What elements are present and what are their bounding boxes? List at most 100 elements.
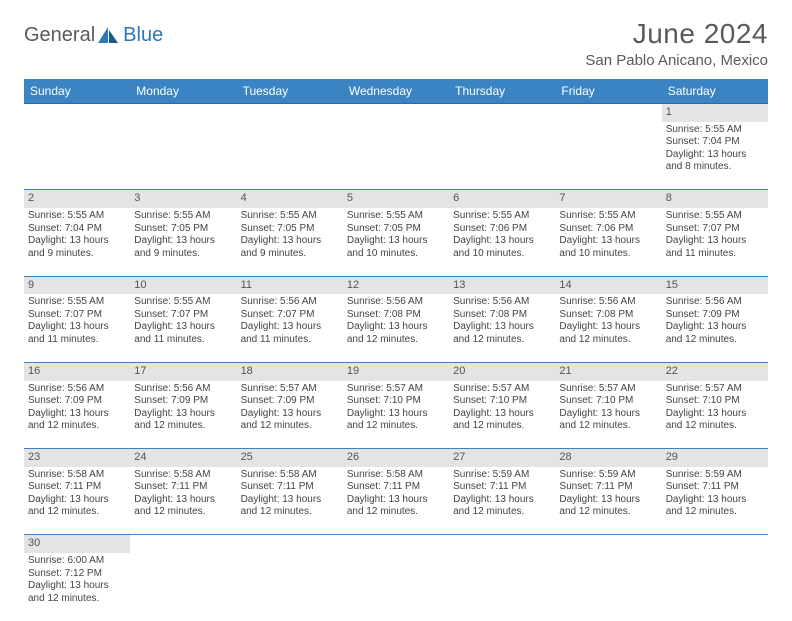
daylight-text: Daylight: 13 hours and 10 minutes. [453, 235, 551, 260]
daylight-text: Daylight: 13 hours and 12 minutes. [28, 580, 126, 605]
location-text: San Pablo Anicano, Mexico [585, 52, 768, 69]
daylight-text: Daylight: 13 hours and 12 minutes. [666, 321, 764, 346]
day-number-cell: 26 [343, 449, 449, 467]
sunrise-text: Sunrise: 5:55 AM [559, 210, 657, 223]
sunrise-text: Sunrise: 5:56 AM [28, 383, 126, 396]
sunrise-text: Sunrise: 5:56 AM [666, 296, 764, 309]
daylight-text: Daylight: 13 hours and 12 minutes. [28, 408, 126, 433]
day-detail-cell: Sunrise: 5:58 AMSunset: 7:11 PMDaylight:… [237, 467, 343, 535]
day-detail-cell [343, 553, 449, 621]
sunset-text: Sunset: 7:09 PM [666, 309, 764, 322]
daylight-text: Daylight: 13 hours and 12 minutes. [134, 494, 232, 519]
sunrise-text: Sunrise: 5:59 AM [666, 469, 764, 482]
sunrise-text: Sunrise: 5:57 AM [347, 383, 445, 396]
daylight-text: Daylight: 13 hours and 9 minutes. [134, 235, 232, 260]
day-number-cell: 9 [24, 276, 130, 294]
daylight-text: Daylight: 13 hours and 12 minutes. [559, 494, 657, 519]
daylight-text: Daylight: 13 hours and 12 minutes. [134, 408, 232, 433]
day-number-cell: 11 [237, 276, 343, 294]
logo: General Blue [24, 24, 163, 47]
sunset-text: Sunset: 7:09 PM [241, 395, 339, 408]
day-detail-row: Sunrise: 5:55 AMSunset: 7:04 PMDaylight:… [24, 208, 768, 276]
sunrise-text: Sunrise: 5:57 AM [666, 383, 764, 396]
day-number-cell [343, 104, 449, 122]
day-number-cell [130, 104, 236, 122]
sunrise-text: Sunrise: 5:55 AM [453, 210, 551, 223]
sunrise-text: Sunrise: 5:59 AM [453, 469, 551, 482]
day-detail-row: Sunrise: 5:56 AMSunset: 7:09 PMDaylight:… [24, 381, 768, 449]
daylight-text: Daylight: 13 hours and 11 minutes. [28, 321, 126, 346]
day-detail-cell: Sunrise: 5:55 AMSunset: 7:06 PMDaylight:… [555, 208, 661, 276]
daylight-text: Daylight: 13 hours and 12 minutes. [666, 494, 764, 519]
sunset-text: Sunset: 7:10 PM [559, 395, 657, 408]
daylight-text: Daylight: 13 hours and 11 minutes. [666, 235, 764, 260]
sunset-text: Sunset: 7:08 PM [559, 309, 657, 322]
weekday-header: Tuesday [237, 79, 343, 104]
sunrise-text: Sunrise: 5:55 AM [28, 210, 126, 223]
sunset-text: Sunset: 7:09 PM [134, 395, 232, 408]
day-number-cell: 7 [555, 190, 661, 208]
day-number-cell: 18 [237, 362, 343, 380]
day-detail-cell: Sunrise: 5:56 AMSunset: 7:07 PMDaylight:… [237, 294, 343, 362]
daylight-text: Daylight: 13 hours and 12 minutes. [453, 408, 551, 433]
sunrise-text: Sunrise: 5:56 AM [134, 383, 232, 396]
day-number-cell: 6 [449, 190, 555, 208]
day-number-cell: 27 [449, 449, 555, 467]
day-number-cell [555, 535, 661, 553]
day-number-cell: 14 [555, 276, 661, 294]
day-detail-cell [237, 122, 343, 190]
daylight-text: Daylight: 13 hours and 12 minutes. [241, 408, 339, 433]
daylight-text: Daylight: 13 hours and 11 minutes. [241, 321, 339, 346]
daylight-text: Daylight: 13 hours and 12 minutes. [453, 494, 551, 519]
sunset-text: Sunset: 7:07 PM [28, 309, 126, 322]
logo-sail-icon [98, 27, 120, 45]
sunset-text: Sunset: 7:05 PM [347, 223, 445, 236]
day-detail-row: Sunrise: 6:00 AMSunset: 7:12 PMDaylight:… [24, 553, 768, 621]
sunset-text: Sunset: 7:11 PM [134, 481, 232, 494]
day-number-cell: 8 [662, 190, 768, 208]
day-detail-cell: Sunrise: 5:57 AMSunset: 7:10 PMDaylight:… [555, 381, 661, 449]
day-detail-cell [237, 553, 343, 621]
day-detail-cell: Sunrise: 5:55 AMSunset: 7:07 PMDaylight:… [130, 294, 236, 362]
day-detail-cell: Sunrise: 5:55 AMSunset: 7:05 PMDaylight:… [343, 208, 449, 276]
daylight-text: Daylight: 13 hours and 12 minutes. [347, 321, 445, 346]
day-detail-cell [555, 553, 661, 621]
daylight-text: Daylight: 13 hours and 12 minutes. [453, 321, 551, 346]
sunrise-text: Sunrise: 5:58 AM [241, 469, 339, 482]
sunrise-text: Sunrise: 5:55 AM [666, 210, 764, 223]
day-detail-cell [555, 122, 661, 190]
sunset-text: Sunset: 7:06 PM [559, 223, 657, 236]
sunset-text: Sunset: 7:10 PM [347, 395, 445, 408]
day-number-cell: 13 [449, 276, 555, 294]
day-detail-cell: Sunrise: 5:57 AMSunset: 7:10 PMDaylight:… [449, 381, 555, 449]
day-number-cell: 29 [662, 449, 768, 467]
day-detail-cell: Sunrise: 5:59 AMSunset: 7:11 PMDaylight:… [449, 467, 555, 535]
daylight-text: Daylight: 13 hours and 12 minutes. [28, 494, 126, 519]
day-detail-cell: Sunrise: 5:57 AMSunset: 7:10 PMDaylight:… [343, 381, 449, 449]
day-detail-cell: Sunrise: 5:58 AMSunset: 7:11 PMDaylight:… [343, 467, 449, 535]
day-number-cell: 22 [662, 362, 768, 380]
day-number-cell: 16 [24, 362, 130, 380]
day-detail-cell: Sunrise: 5:55 AMSunset: 7:07 PMDaylight:… [24, 294, 130, 362]
daylight-text: Daylight: 13 hours and 10 minutes. [559, 235, 657, 260]
day-detail-cell: Sunrise: 5:56 AMSunset: 7:09 PMDaylight:… [24, 381, 130, 449]
weekday-header: Thursday [449, 79, 555, 104]
day-number-cell: 12 [343, 276, 449, 294]
sunset-text: Sunset: 7:09 PM [28, 395, 126, 408]
day-number-cell: 1 [662, 104, 768, 122]
sunset-text: Sunset: 7:11 PM [347, 481, 445, 494]
daylight-text: Daylight: 13 hours and 11 minutes. [134, 321, 232, 346]
sunrise-text: Sunrise: 5:55 AM [28, 296, 126, 309]
weekday-header: Monday [130, 79, 236, 104]
day-detail-row: Sunrise: 5:55 AMSunset: 7:07 PMDaylight:… [24, 294, 768, 362]
sunrise-text: Sunrise: 5:55 AM [134, 210, 232, 223]
day-detail-cell [24, 122, 130, 190]
day-number-cell: 15 [662, 276, 768, 294]
weekday-header: Friday [555, 79, 661, 104]
day-number-cell [130, 535, 236, 553]
daylight-text: Daylight: 13 hours and 12 minutes. [347, 408, 445, 433]
sunset-text: Sunset: 7:07 PM [134, 309, 232, 322]
day-number-cell: 24 [130, 449, 236, 467]
daylight-text: Daylight: 13 hours and 9 minutes. [28, 235, 126, 260]
day-detail-cell: Sunrise: 5:59 AMSunset: 7:11 PMDaylight:… [555, 467, 661, 535]
